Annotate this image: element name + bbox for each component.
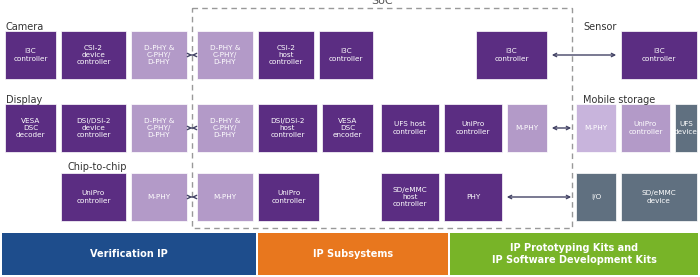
Text: DSI/DSI-2
device
controller: DSI/DSI-2 device controller bbox=[76, 118, 111, 138]
Text: I3C
controller: I3C controller bbox=[13, 48, 48, 61]
Text: Display: Display bbox=[6, 95, 42, 105]
FancyBboxPatch shape bbox=[476, 31, 547, 79]
Text: M-PHY: M-PHY bbox=[148, 194, 171, 200]
Bar bbox=[2, 233, 256, 275]
Bar bbox=[192, 8, 572, 228]
FancyBboxPatch shape bbox=[197, 104, 253, 152]
Text: UniPro
controller: UniPro controller bbox=[76, 190, 111, 204]
Text: D-PHY &
C-PHY/
D-PHY: D-PHY & C-PHY/ D-PHY bbox=[210, 45, 240, 65]
FancyBboxPatch shape bbox=[381, 104, 439, 152]
Text: M-PHY: M-PHY bbox=[214, 194, 237, 200]
Text: I3C
controller: I3C controller bbox=[494, 48, 528, 61]
FancyBboxPatch shape bbox=[197, 31, 253, 79]
FancyBboxPatch shape bbox=[576, 173, 616, 221]
Text: SoC: SoC bbox=[371, 0, 393, 6]
FancyBboxPatch shape bbox=[61, 31, 126, 79]
FancyBboxPatch shape bbox=[621, 31, 697, 79]
Text: CSI-2
host
controller: CSI-2 host controller bbox=[269, 45, 303, 65]
Text: D-PHY &
C-PHY/
D-PHY: D-PHY & C-PHY/ D-PHY bbox=[144, 118, 174, 138]
Text: VESA
DSC
encoder: VESA DSC encoder bbox=[332, 118, 363, 138]
Bar bbox=[258, 233, 448, 275]
Text: UniPro
controller: UniPro controller bbox=[456, 121, 490, 135]
Text: M-PHY: M-PHY bbox=[584, 125, 608, 131]
Text: Mobile storage: Mobile storage bbox=[583, 95, 655, 105]
Text: UniPro
controller: UniPro controller bbox=[629, 121, 663, 135]
Text: M-PHY: M-PHY bbox=[515, 125, 538, 131]
FancyBboxPatch shape bbox=[5, 104, 56, 152]
FancyBboxPatch shape bbox=[621, 104, 670, 152]
Text: CSI-2
device
controller: CSI-2 device controller bbox=[76, 45, 111, 65]
Text: I/O: I/O bbox=[591, 194, 601, 200]
FancyBboxPatch shape bbox=[131, 104, 187, 152]
Text: IP Prototyping Kits and
IP Software Development Kits: IP Prototyping Kits and IP Software Deve… bbox=[491, 243, 657, 265]
FancyBboxPatch shape bbox=[258, 104, 317, 152]
Text: UniPro
controller: UniPro controller bbox=[272, 190, 306, 204]
Text: D-PHY &
C-PHY/
D-PHY: D-PHY & C-PHY/ D-PHY bbox=[144, 45, 174, 65]
Text: Verification IP: Verification IP bbox=[90, 249, 168, 259]
FancyBboxPatch shape bbox=[131, 31, 187, 79]
Text: Sensor: Sensor bbox=[583, 22, 617, 32]
Bar bbox=[450, 233, 698, 275]
FancyBboxPatch shape bbox=[131, 173, 187, 221]
FancyBboxPatch shape bbox=[319, 31, 373, 79]
Text: SD/eMMC
device: SD/eMMC device bbox=[642, 190, 676, 204]
Text: Camera: Camera bbox=[6, 22, 44, 32]
FancyBboxPatch shape bbox=[381, 173, 439, 221]
FancyBboxPatch shape bbox=[61, 173, 126, 221]
FancyBboxPatch shape bbox=[444, 173, 502, 221]
FancyBboxPatch shape bbox=[621, 173, 697, 221]
Text: VESA
DSC
decoder: VESA DSC decoder bbox=[15, 118, 46, 138]
FancyBboxPatch shape bbox=[507, 104, 547, 152]
Text: I3C
controller: I3C controller bbox=[329, 48, 363, 61]
Text: PHY: PHY bbox=[466, 194, 480, 200]
FancyBboxPatch shape bbox=[444, 104, 502, 152]
Text: D-PHY &
C-PHY/
D-PHY: D-PHY & C-PHY/ D-PHY bbox=[210, 118, 240, 138]
FancyBboxPatch shape bbox=[197, 173, 253, 221]
FancyBboxPatch shape bbox=[5, 31, 56, 79]
Text: SD/eMMC
host
controller: SD/eMMC host controller bbox=[393, 187, 428, 207]
Text: IP Subsystems: IP Subsystems bbox=[313, 249, 393, 259]
FancyBboxPatch shape bbox=[258, 31, 314, 79]
FancyBboxPatch shape bbox=[675, 104, 697, 152]
FancyBboxPatch shape bbox=[61, 104, 126, 152]
FancyBboxPatch shape bbox=[322, 104, 373, 152]
Text: Chip-to-chip: Chip-to-chip bbox=[68, 162, 127, 172]
Text: DSI/DSI-2
host
controller: DSI/DSI-2 host controller bbox=[270, 118, 304, 138]
Text: UFS host
controller: UFS host controller bbox=[393, 121, 427, 135]
Text: I3C
controller: I3C controller bbox=[642, 48, 676, 61]
FancyBboxPatch shape bbox=[258, 173, 319, 221]
Text: UFS
device: UFS device bbox=[674, 121, 698, 135]
FancyBboxPatch shape bbox=[576, 104, 616, 152]
